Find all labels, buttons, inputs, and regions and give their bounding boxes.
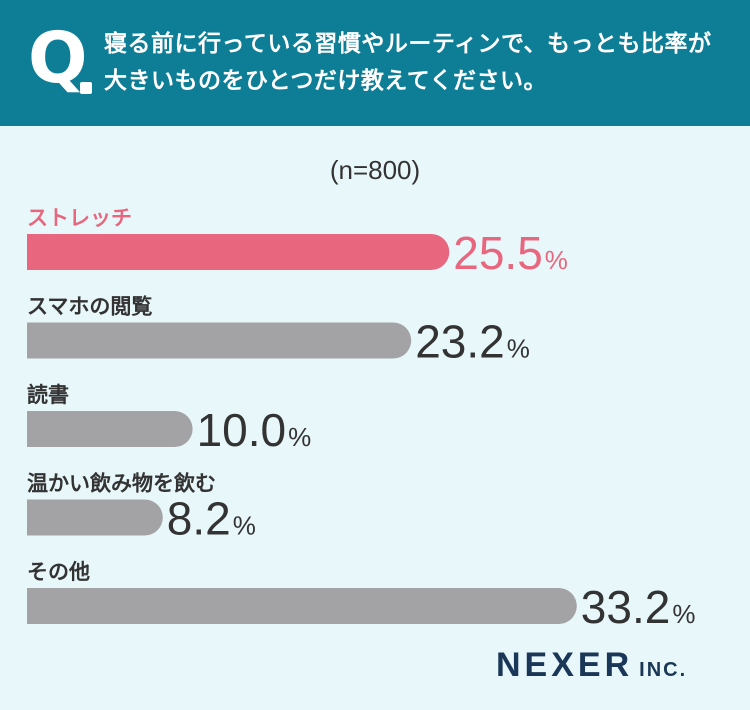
bar (27, 499, 163, 536)
brand-suffix: INC. (639, 659, 688, 681)
question-text: 寝る前に行っている習慣やルーティンで、もっとも比率が大きいものをひとつだけ教えて… (104, 31, 712, 94)
q-dot (80, 82, 92, 94)
value-label: 25.5% (453, 227, 568, 279)
category-label: 読書 (27, 383, 69, 407)
bar (27, 588, 577, 624)
brand-name: NEXER (496, 646, 634, 684)
value-label: 10.0% (197, 404, 312, 456)
bar (27, 411, 193, 447)
category-label: 温かい飲み物を飲む (27, 472, 216, 496)
bar (27, 322, 412, 359)
category-label: その他 (27, 560, 90, 584)
question-header: Q 寝る前に行っている習慣やルーティンで、もっとも比率が大きいものをひとつだけ教… (0, 0, 750, 126)
q-mark: Q (28, 17, 88, 99)
category-label: スマホの閲覧 (27, 295, 152, 319)
value-label: 8.2% (167, 493, 256, 545)
sample-size-label: (n=800) (329, 155, 421, 185)
bar (27, 234, 450, 270)
value-label: 23.2% (415, 316, 530, 368)
category-label: ストレッチ (27, 206, 132, 230)
brand-logo: NEXER INC. (496, 646, 687, 685)
value-label: 33.2% (581, 581, 696, 633)
